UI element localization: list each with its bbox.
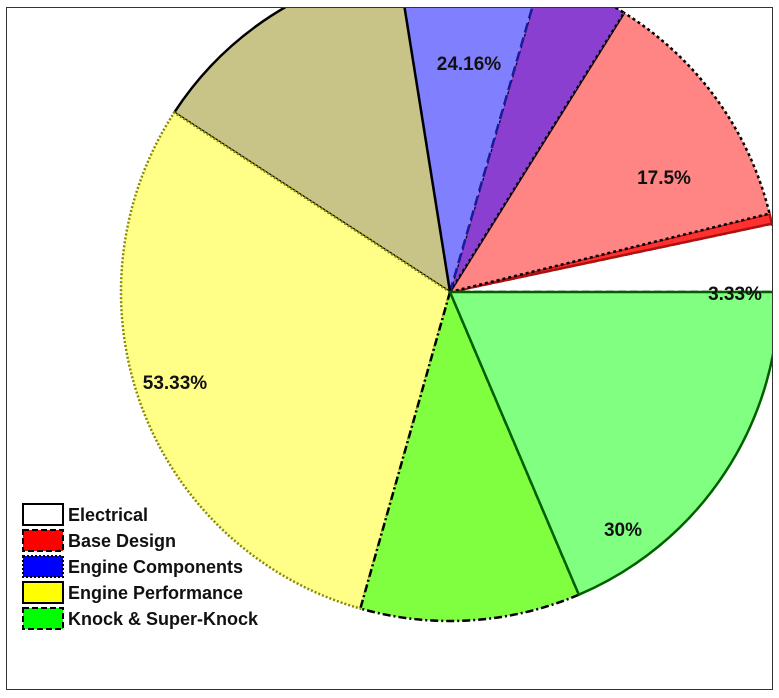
slice-label-0: 3.33% [708,284,762,305]
pie-slice-5 [172,0,452,295]
legend-label-3: Engine Performance [68,583,243,603]
pie-slice-3 [448,0,626,293]
slice-label-4: 24.16% [437,54,502,75]
pie-chart: 3.33% 17.5% 24.16% 53.33% 30% Electrical Base… [22,0,779,630]
legend-swatch-4 [22,607,64,630]
legend-swatch-0 [22,503,64,526]
legend-label-2: Engine Components [68,557,243,577]
chart-frame: 3.33% 17.5% 24.16% 53.33% 30% Electrical Base… [6,0,779,690]
legend-swatch-2 [22,555,64,578]
legend-label-4: Knock & Super-Knock [68,609,259,629]
pie-slice-7 [358,288,581,623]
legend-swatch-1 [22,529,64,552]
slice-labels: 3.33% 17.5% 24.16% 53.33% 30% [143,54,762,541]
pie-slices [119,0,779,623]
legend-swatch-3 [22,581,64,604]
pie-slice-2 [447,11,772,294]
slice-label-6: 53.33% [143,373,208,394]
pie-slice-4 [402,0,536,293]
pie-slice-6 [119,110,452,611]
slice-label-2: 17.5% [637,168,691,189]
slice-label-8: 30% [604,520,642,541]
legend-label-0: Electrical [68,505,148,525]
legend-label-1: Base Design [68,531,176,551]
legend: Electrical Base Design Engine Components En… [22,503,259,630]
